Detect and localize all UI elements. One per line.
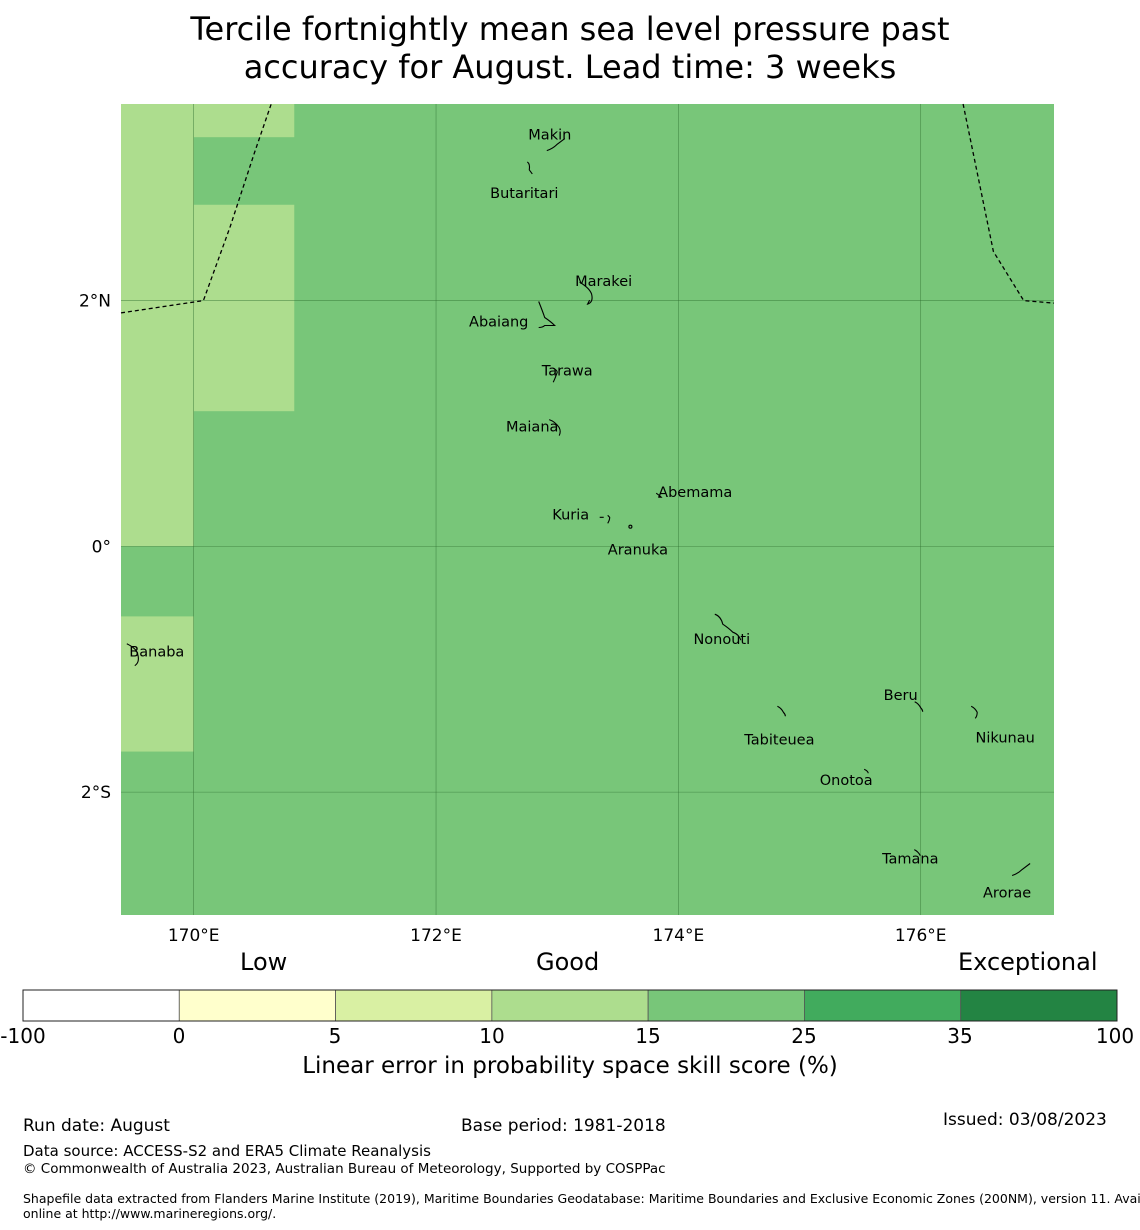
island-outline	[777, 705, 786, 717]
shapefile-credit-line-2: online at http://www.marineregions.org/.	[23, 1206, 277, 1221]
colorbar-tick: 5	[328, 1024, 342, 1048]
skill-cell	[193, 204, 295, 412]
island-label: Kuria	[552, 507, 589, 523]
run-date: Run date: August	[23, 1116, 170, 1136]
island-outline	[546, 138, 566, 152]
island-banaba: Banaba	[126, 643, 184, 667]
island-outline	[970, 705, 978, 719]
island-aranuka: Aranuka	[608, 524, 668, 559]
colorbar	[22, 989, 1118, 1022]
island-outline	[863, 768, 869, 774]
island-label: Arorae	[983, 886, 1031, 902]
title-line-1: Tercile fortnightly mean sea level press…	[190, 10, 950, 48]
lat-tick-label: 0°	[92, 537, 111, 557]
colorbar-tick: 10	[479, 1024, 505, 1048]
island-label: Nonouti	[693, 632, 750, 648]
colorbar-tick: 100	[1095, 1024, 1135, 1048]
island-nonouti: Nonouti	[693, 613, 750, 648]
island-kuria: Kuria	[552, 507, 611, 524]
island-outline	[914, 849, 921, 856]
island-tamana: Tamana	[881, 849, 939, 868]
island-outline	[599, 514, 611, 524]
colorbar-label: Linear error in probability space skill …	[302, 1053, 838, 1079]
colorbar-segment	[22, 989, 180, 1022]
island-label: Abemama	[658, 485, 732, 501]
island-outline	[714, 613, 742, 641]
skill-cell	[121, 616, 194, 752]
map-plot-area: 170°E 172°E 174°E 176°E 2°N 0° 2°S Makin Butarit…	[79, 103, 1055, 946]
island-outline	[628, 524, 633, 529]
lon-tick-label: 172°E	[410, 926, 462, 946]
lat-tick-label: 2°S	[81, 783, 111, 803]
base-period: Base period: 1981-2018	[461, 1116, 666, 1136]
island-label: Makin	[528, 128, 571, 144]
colorbar-segment	[804, 989, 962, 1022]
colorbar-segment	[491, 989, 649, 1022]
island-label: Banaba	[129, 645, 184, 661]
colorbar-tick: 35	[947, 1024, 973, 1048]
colorbar-tick: 15	[635, 1024, 661, 1048]
colorbar-tick: 25	[791, 1024, 817, 1048]
lon-tick-label: 174°E	[653, 926, 705, 946]
island-outline	[526, 161, 533, 175]
colorbar-frame	[22, 989, 1118, 1022]
island-marakei: Marakei	[575, 274, 632, 306]
colorbar-segment	[647, 989, 805, 1022]
island-nikunau: Nikunau	[970, 705, 1035, 746]
island-label: Tarawa	[541, 363, 593, 379]
legend-category-exceptional: Exceptional	[958, 948, 1098, 976]
island-abaiang: Abaiang	[469, 301, 557, 331]
island-onotoa: Onotoa	[820, 768, 873, 789]
island-butaritari: Butaritari	[490, 161, 558, 202]
island-outline	[552, 367, 558, 383]
island-label: Beru	[884, 688, 918, 704]
lon-tick-label: 176°E	[895, 926, 947, 946]
island-tabiteuea: Tabiteuea	[743, 705, 814, 748]
island-maiana: Maiana	[506, 419, 561, 436]
colorbar-tick: 0	[172, 1024, 186, 1048]
copyright: © Commonwealth of Australia 2023, Austra…	[23, 1161, 666, 1177]
colorbar-tick: -100	[0, 1024, 46, 1048]
island-outline	[126, 643, 139, 667]
island-label: Tabiteuea	[743, 732, 814, 748]
island-outline	[1011, 863, 1031, 877]
island-beru: Beru	[884, 688, 924, 712]
title-line-2: accuracy for August. Lead time: 3 weeks	[243, 48, 897, 86]
issued-date: Issued: 03/08/2023	[943, 1110, 1107, 1130]
lat-tick-label: 2°N	[79, 292, 111, 312]
data-source: Data source: ACCESS-S2 and ERA5 Climate …	[23, 1142, 431, 1160]
eez-boundary	[120, 103, 272, 314]
island-label: Butaritari	[490, 186, 558, 202]
island-outline	[579, 281, 593, 306]
chart-title: Tercile fortnightly mean sea level press…	[0, 10, 1140, 86]
island-label: Aranuka	[608, 543, 668, 559]
colorbar-segment	[178, 989, 336, 1022]
shapefile-credit-line-1: Shapefile data extracted from Flanders M…	[23, 1191, 1140, 1206]
island-label: Tamana	[881, 852, 938, 868]
legend-category-good: Good	[536, 948, 600, 976]
island-label: Marakei	[575, 274, 632, 290]
island-tarawa: Tarawa	[541, 363, 593, 383]
colorbar-segment	[335, 989, 493, 1022]
island-outline	[549, 419, 561, 436]
island-label: Nikunau	[976, 730, 1035, 746]
island-outline	[914, 701, 924, 712]
lon-tick-label: 170°E	[168, 926, 220, 946]
island-arorae: Arorae	[983, 863, 1031, 902]
island-abemama: Abemama	[655, 485, 732, 501]
skill-cell	[193, 104, 295, 138]
island-label: Maiana	[506, 420, 558, 436]
island-label: Abaiang	[469, 315, 528, 331]
skill-cell	[121, 104, 194, 547]
legend-category-low: Low	[240, 948, 288, 976]
colorbar-segment	[960, 989, 1118, 1022]
map-canvas: 170°E 172°E 174°E 176°E 2°N 0° 2°S Makin Butarit…	[22, 103, 1118, 1022]
island-label: Onotoa	[820, 773, 873, 789]
island-outline	[538, 301, 557, 329]
island-makin: Makin	[528, 128, 571, 152]
island-outline	[655, 492, 663, 498]
